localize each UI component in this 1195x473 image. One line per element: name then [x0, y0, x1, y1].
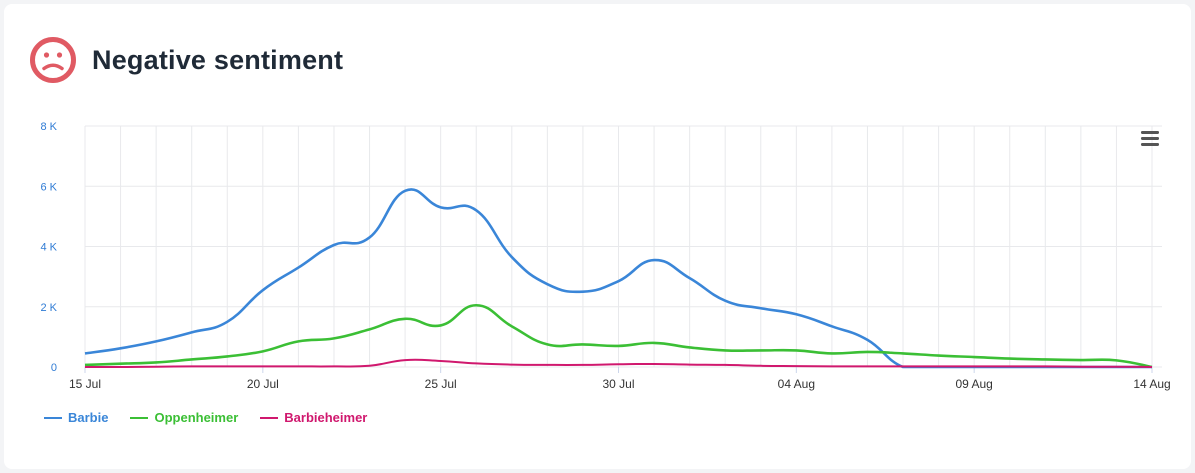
y-tick-label: 8 K [40, 121, 57, 133]
x-tick-label: 09 Aug [955, 377, 992, 391]
legend-swatch [260, 416, 279, 419]
legend-item-barbie[interactable]: Barbie [44, 410, 108, 425]
legend-label: Barbie [68, 410, 109, 425]
chart-legend: Barbie Oppenheimer Barbieheimer [44, 410, 367, 425]
series-line-oppenheimer[interactable] [84, 303, 1153, 369]
legend-label: Barbieheimer [284, 410, 368, 425]
sentiment-card [4, 4, 1191, 469]
legend-item-barbieheimer[interactable]: Barbieheimer [260, 410, 367, 425]
y-tick-label: 0 [51, 362, 57, 374]
sad-face-icon [30, 37, 76, 83]
x-tick-label: 25 Jul [425, 377, 457, 391]
series-line-barbieheimer[interactable] [85, 358, 1153, 368]
chart-series [84, 188, 1153, 369]
x-axis: 15 Jul 20 Jul 25 Jul 30 Jul 04 Aug 09 Aug 14 A… [69, 367, 1171, 391]
y-tick-label: 6 K [40, 181, 57, 193]
x-tick-label: 30 Jul [602, 377, 634, 391]
chart-menu-icon[interactable] [1141, 131, 1159, 146]
legend-label: Oppenheimer [154, 410, 239, 425]
x-tick-label: 14 Aug [1133, 377, 1170, 391]
legend-item-oppenheimer[interactable]: Oppenheimer [130, 410, 238, 425]
y-axis: 0 2 K 4 K 6 K 8 K [40, 121, 57, 374]
y-tick-label: 2 K [40, 302, 57, 314]
x-tick-label: 15 Jul [69, 377, 101, 391]
page-title: Negative sentiment [92, 44, 344, 75]
legend-swatch [130, 416, 149, 419]
x-tick-label: 04 Aug [778, 377, 815, 391]
chart-grid [84, 125, 1162, 368]
y-tick-label: 4 K [40, 242, 57, 254]
card-header: Negative sentiment [28, 30, 343, 90]
x-tick-label: 20 Jul [247, 377, 279, 391]
legend-swatch [44, 416, 62, 419]
